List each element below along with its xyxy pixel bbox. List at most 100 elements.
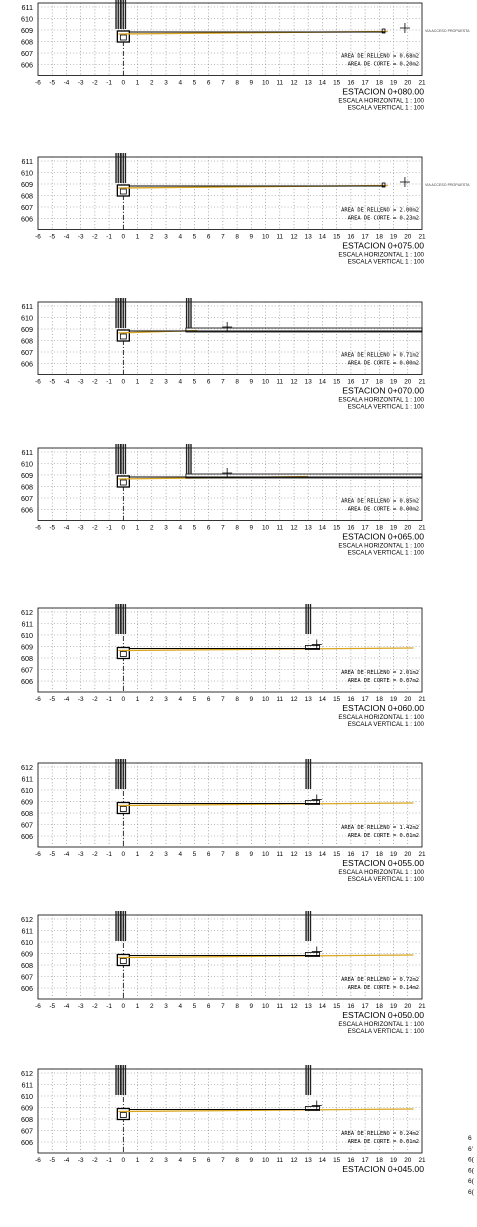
elevation-annotation [122,298,124,328]
x-tick-label: 18 [376,851,384,858]
x-tick-label: 14 [319,696,327,703]
x-tick-label: 18 [376,1003,384,1010]
x-tick-label: 4 [178,851,182,858]
x-tick-label: 19 [390,1003,398,1010]
x-tick-label: 3 [164,80,168,87]
y-tick-label: 610 [21,1092,33,1101]
elevation-annotation [122,0,124,29]
cutoff-label: 6( [468,1189,475,1196]
x-tick-label: 2 [150,234,154,241]
elevation-annotation [309,604,312,634]
elevation-annotation [305,911,307,941]
x-tick-label: 15 [333,379,341,386]
x-tick-label: 6 [207,696,211,703]
elevation-annotation [305,759,307,789]
x-tick-label: 15 [333,1003,341,1010]
cutoff-label: 6( [468,1167,475,1174]
scale-horizontal: ESCALA HORIZONTAL 1 : 100 [338,252,424,259]
cut-area-label: AREA DE CORTE = 0.00m2 [348,361,419,367]
x-tick-label: 13 [305,525,313,532]
x-tick-label: -6 [35,851,41,858]
x-tick-label: 14 [319,525,327,532]
ditch-structure [116,475,130,488]
x-tick-label: -4 [64,1157,70,1164]
elevation-annotation [115,0,117,29]
x-tick-label: 9 [250,1157,254,1164]
x-tick-label: 3 [164,234,168,241]
x-tick-label: 0 [122,80,126,87]
ditch-structure [116,30,130,43]
x-tick-label: 11 [276,234,283,241]
x-tick-label: 21 [418,80,426,87]
x-tick-label: 1 [136,1157,140,1164]
y-tick-label: 606 [21,505,33,514]
y-tick-label: 611 [22,3,33,12]
x-tick-label: 21 [418,851,426,858]
y-tick-label: 609 [21,26,33,35]
x-tick-label: 7 [221,234,225,241]
x-tick-label: 16 [347,696,355,703]
y-tick-label: 606 [21,677,33,686]
x-tick-label: 5 [193,525,197,532]
x-tick-label: 21 [418,379,426,386]
x-tick-label: 8 [235,1003,239,1010]
x-tick-label: -6 [35,1003,41,1010]
x-tick-label: 3 [164,525,168,532]
x-tick-label: 13 [305,1003,313,1010]
x-tick-label: 14 [319,1003,327,1010]
grid-frame [37,1068,423,1154]
x-tick-label: 1 [136,525,140,532]
x-tick-label: 16 [347,1003,355,1010]
elevation-annotation [120,1065,122,1095]
x-tick-label: 14 [319,379,327,386]
ditch-inner [119,479,127,486]
x-tick-label: 12 [290,234,298,241]
x-tick-label: 13 [305,696,313,703]
y-tick-label: 606 [21,1138,33,1147]
y-tick-label: 607 [21,348,33,357]
y-tick-label: 610 [21,938,33,947]
y-tick-label: 607 [21,49,33,58]
y-tick-label: 611 [22,157,33,166]
x-tick-label: 17 [362,1003,370,1010]
x-tick-label: 7 [221,1003,225,1010]
x-tick-label: 10 [262,80,270,87]
x-tick-label: 20 [404,696,412,703]
y-tick-label: 611 [22,1080,33,1089]
x-tick-label: 17 [362,379,370,386]
x-tick-label: 8 [235,1157,239,1164]
x-tick-label: -2 [92,1157,98,1164]
y-tick-label: 607 [21,203,33,212]
scale-vertical: ESCALA VERTICAL 1 : 100 [348,721,425,728]
x-tick-label: 12 [290,851,298,858]
station-title: ESTACION 0+080.00 [342,87,424,97]
x-tick-label: 11 [276,379,283,386]
x-tick-label: 16 [347,525,355,532]
elevation-annotation [122,153,124,183]
x-tick-label: 16 [347,851,355,858]
x-tick-label: 11 [276,1003,283,1010]
y-tick-label: 610 [21,14,33,23]
y-tick-label: 608 [21,654,33,663]
x-tick-label: -2 [92,851,98,858]
x-tick-label: 1 [136,696,140,703]
x-tick-label: 1 [136,851,140,858]
y-tick-label: 606 [21,214,33,223]
fill-area-label: AREA DE RELLENO = 0.72m2 [341,977,419,983]
x-tick-label: 10 [262,1003,270,1010]
x-tick-label: -3 [78,696,84,703]
x-tick-label: 5 [193,851,197,858]
terrain-line [118,1108,414,1113]
cut-area-label: AREA DE CORTE = 0.01m2 [348,833,419,839]
pavement-box [304,800,320,805]
elevation-annotation [188,298,190,328]
x-tick-label: 3 [164,379,168,386]
grid-frame [37,301,423,375]
scale-horizontal: ESCALA HORIZONTAL 1 : 100 [338,1021,424,1028]
x-tick-label: 18 [376,379,384,386]
x-tick-label: -1 [106,1157,112,1164]
x-tick-label: -2 [92,1003,98,1010]
x-tick-label: 11 [276,80,283,87]
